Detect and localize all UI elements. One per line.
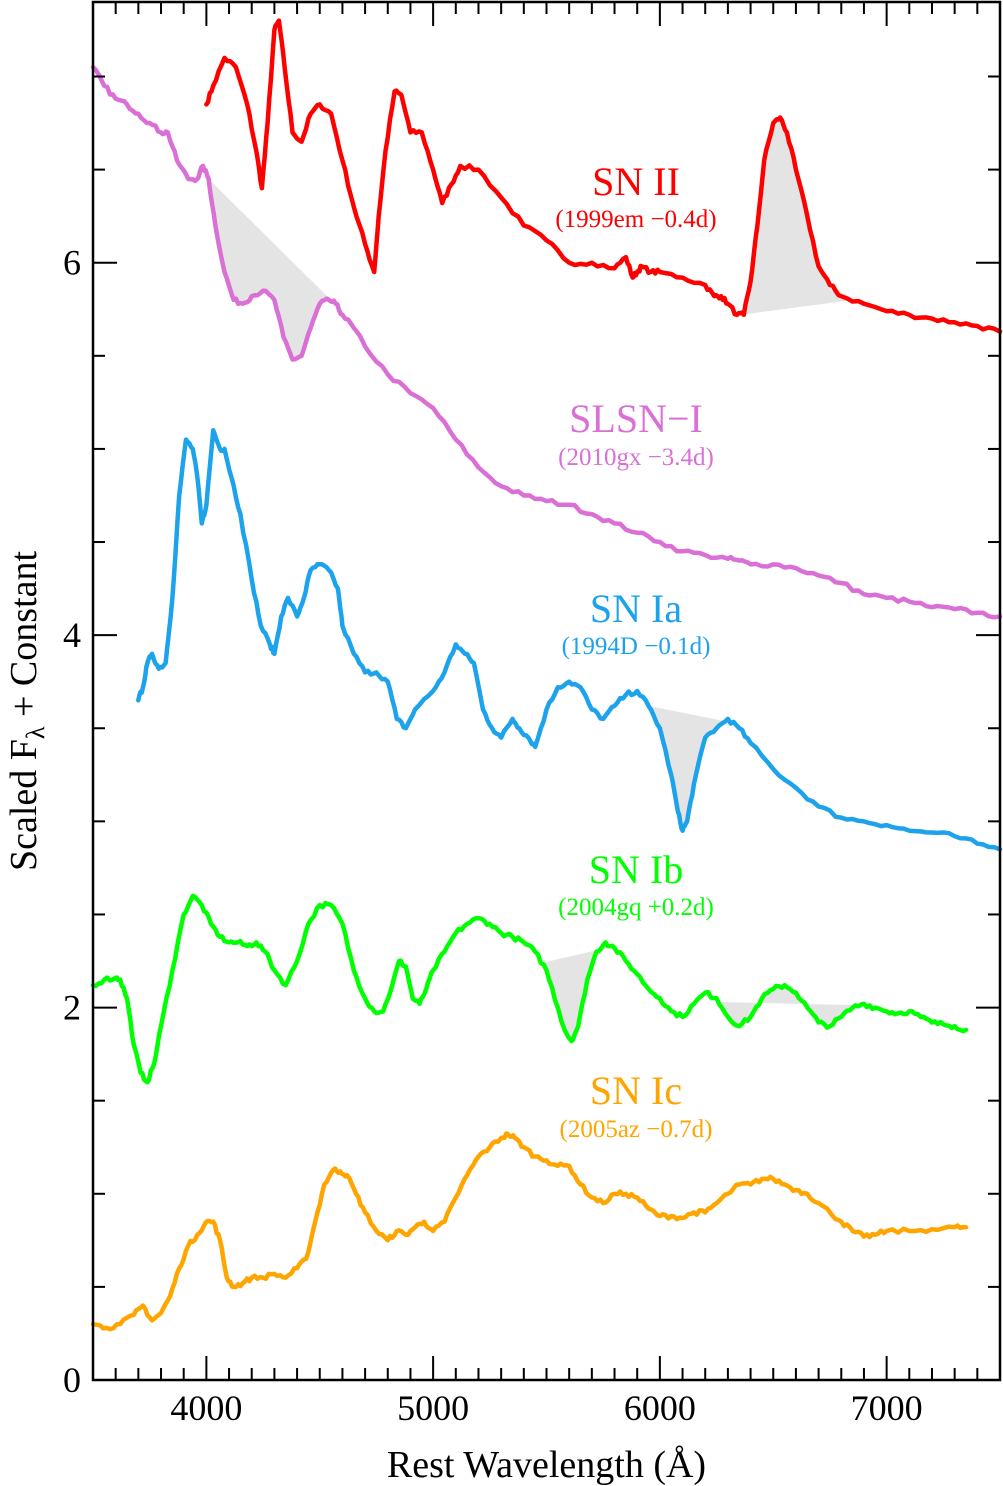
spectrum-sn-ic [90, 1131, 969, 1332]
series-label-sn-ib: SN Ib [589, 847, 683, 892]
series-sublabel-sn-ia: (1994D −0.1d) [562, 633, 711, 660]
x-tick-label: 6000 [624, 1388, 696, 1428]
spectrum-sn-ib [90, 893, 969, 1085]
axis-tick-labels: 4000 5000 6000 7000 0 2 4 6 [63, 243, 923, 1428]
series-label-sn-ii: SN II [592, 159, 680, 204]
y-tick-label: 6 [63, 243, 81, 283]
series-sublabel-slsn-i: (2010gx −3.4d) [558, 444, 714, 471]
shaded-region-sn-ib [542, 942, 613, 1042]
series-label-slsn-i: SLSN−I [569, 396, 703, 441]
shaded-region-sn-ib [718, 985, 860, 1027]
series-labels: SN II(1999em −0.4d) SLSN−I (2010gx −3.4d) S… [555, 159, 716, 1143]
shaded-region-sn-ii [741, 117, 853, 315]
x-tick-label: 7000 [851, 1388, 923, 1428]
series-label-sn-ia: SN Ia [590, 586, 682, 631]
shaded-region-slsn-i [208, 178, 334, 360]
series-label-sn-ic: SN Ic [590, 1068, 682, 1113]
x-tick-label: 5000 [397, 1388, 469, 1428]
series-sublabel-sn-ii: (1999em −0.4d) [555, 206, 716, 233]
axis-ticks [93, 2, 1000, 1380]
y-axis-title-suffix: + Constant [3, 551, 45, 727]
spectrum-sn-ia [136, 428, 1003, 852]
y-tick-label: 4 [63, 615, 81, 655]
spectrum-slsn-i [90, 64, 1003, 620]
x-axis-title: Rest Wavelength (Å) [387, 1444, 706, 1486]
y-axis-title-subscript: λ [21, 726, 50, 739]
x-tick-label: 4000 [170, 1388, 242, 1428]
series-sublabel-sn-ic: (2005az −0.7d) [560, 1116, 713, 1143]
spectrum-sn-ii [204, 18, 1003, 334]
y-axis-title: Scaled Fλ + Constant [3, 551, 50, 872]
shaded-regions [208, 117, 860, 1042]
y-tick-label: 0 [63, 1360, 81, 1400]
y-tick-label: 2 [63, 988, 81, 1028]
shaded-region-sn-ia [648, 705, 733, 831]
spectra-lines [90, 18, 1003, 1332]
y-axis-title-main: Scaled F [3, 739, 45, 871]
series-sublabel-sn-ib: (2004gq +0.2d) [558, 894, 714, 921]
